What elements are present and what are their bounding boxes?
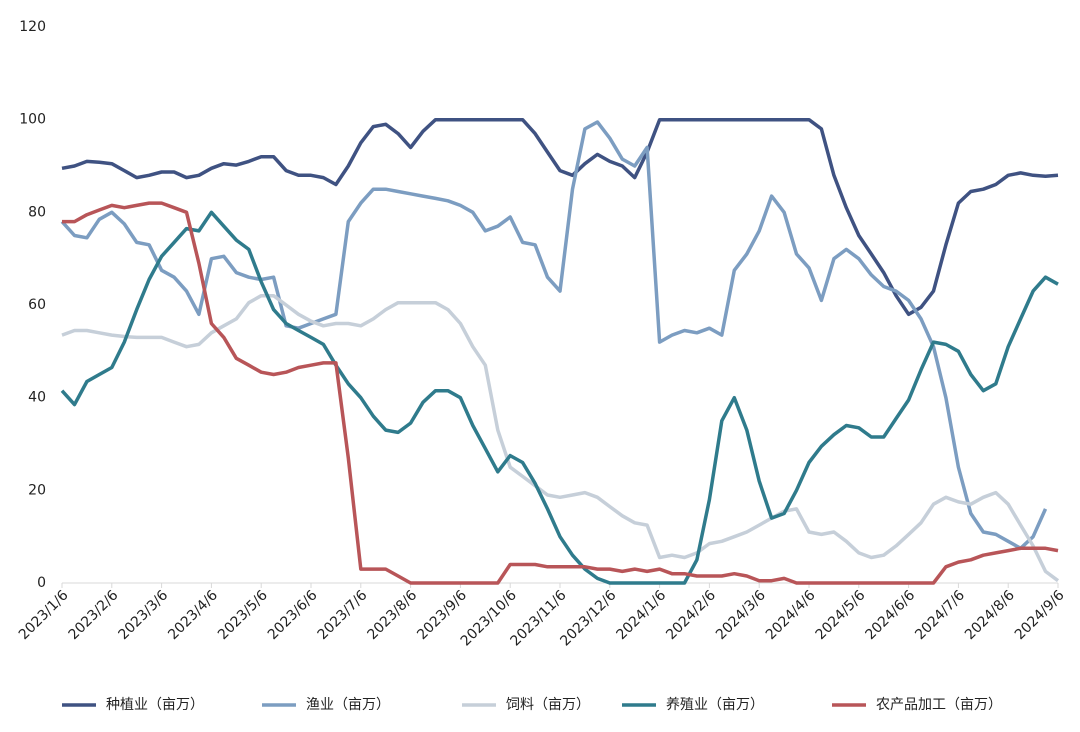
series-line	[62, 201, 1059, 585]
legend-label: 饲料（亩万）	[506, 696, 590, 713]
y-tick-label: 120	[19, 19, 46, 35]
x-tick-label: 2023/4/6	[165, 587, 221, 643]
legend-label: 渔业（亩万）	[306, 696, 390, 713]
y-tick-label: 0	[37, 575, 46, 591]
x-tick-label: 2024/4/6	[763, 587, 819, 643]
x-tick-label: 2023/5/6	[215, 587, 271, 643]
x-tick-label: 2024/8/6	[962, 587, 1018, 643]
x-tick-label: 2024/2/6	[663, 587, 719, 643]
series-line	[60, 210, 1059, 585]
x-tick-label: 2023/8/6	[364, 587, 420, 643]
series-line	[61, 293, 1060, 583]
legend-label: 种植业（亩万）	[106, 696, 204, 713]
y-tick-label: 100	[19, 112, 46, 128]
legend-label: 农产品加工（亩万）	[876, 696, 1002, 713]
x-tick-label: 2023/1/6	[16, 587, 72, 643]
y-tick-label: 40	[28, 390, 46, 406]
x-tick-label: 2024/5/6	[813, 587, 869, 643]
x-tick-label: 2024/9/6	[1012, 587, 1068, 643]
y-tick-label: 80	[28, 204, 46, 220]
x-tick-label: 2024/1/6	[613, 587, 669, 643]
x-tick-label: 2023/6/6	[265, 587, 321, 643]
y-tick-label: 60	[28, 297, 46, 313]
series-line	[60, 120, 1048, 551]
x-tick-label: 2023/3/6	[115, 587, 171, 643]
x-tick-label: 2024/6/6	[862, 587, 918, 643]
legend-label: 养殖业（亩万）	[666, 696, 764, 713]
x-tick-label: 2024/7/6	[912, 587, 968, 643]
y-tick-label: 20	[28, 482, 46, 498]
x-tick-label: 2023/2/6	[66, 587, 122, 643]
x-tick-label: 2024/3/6	[713, 587, 769, 643]
x-tick-label: 2023/7/6	[315, 587, 371, 643]
